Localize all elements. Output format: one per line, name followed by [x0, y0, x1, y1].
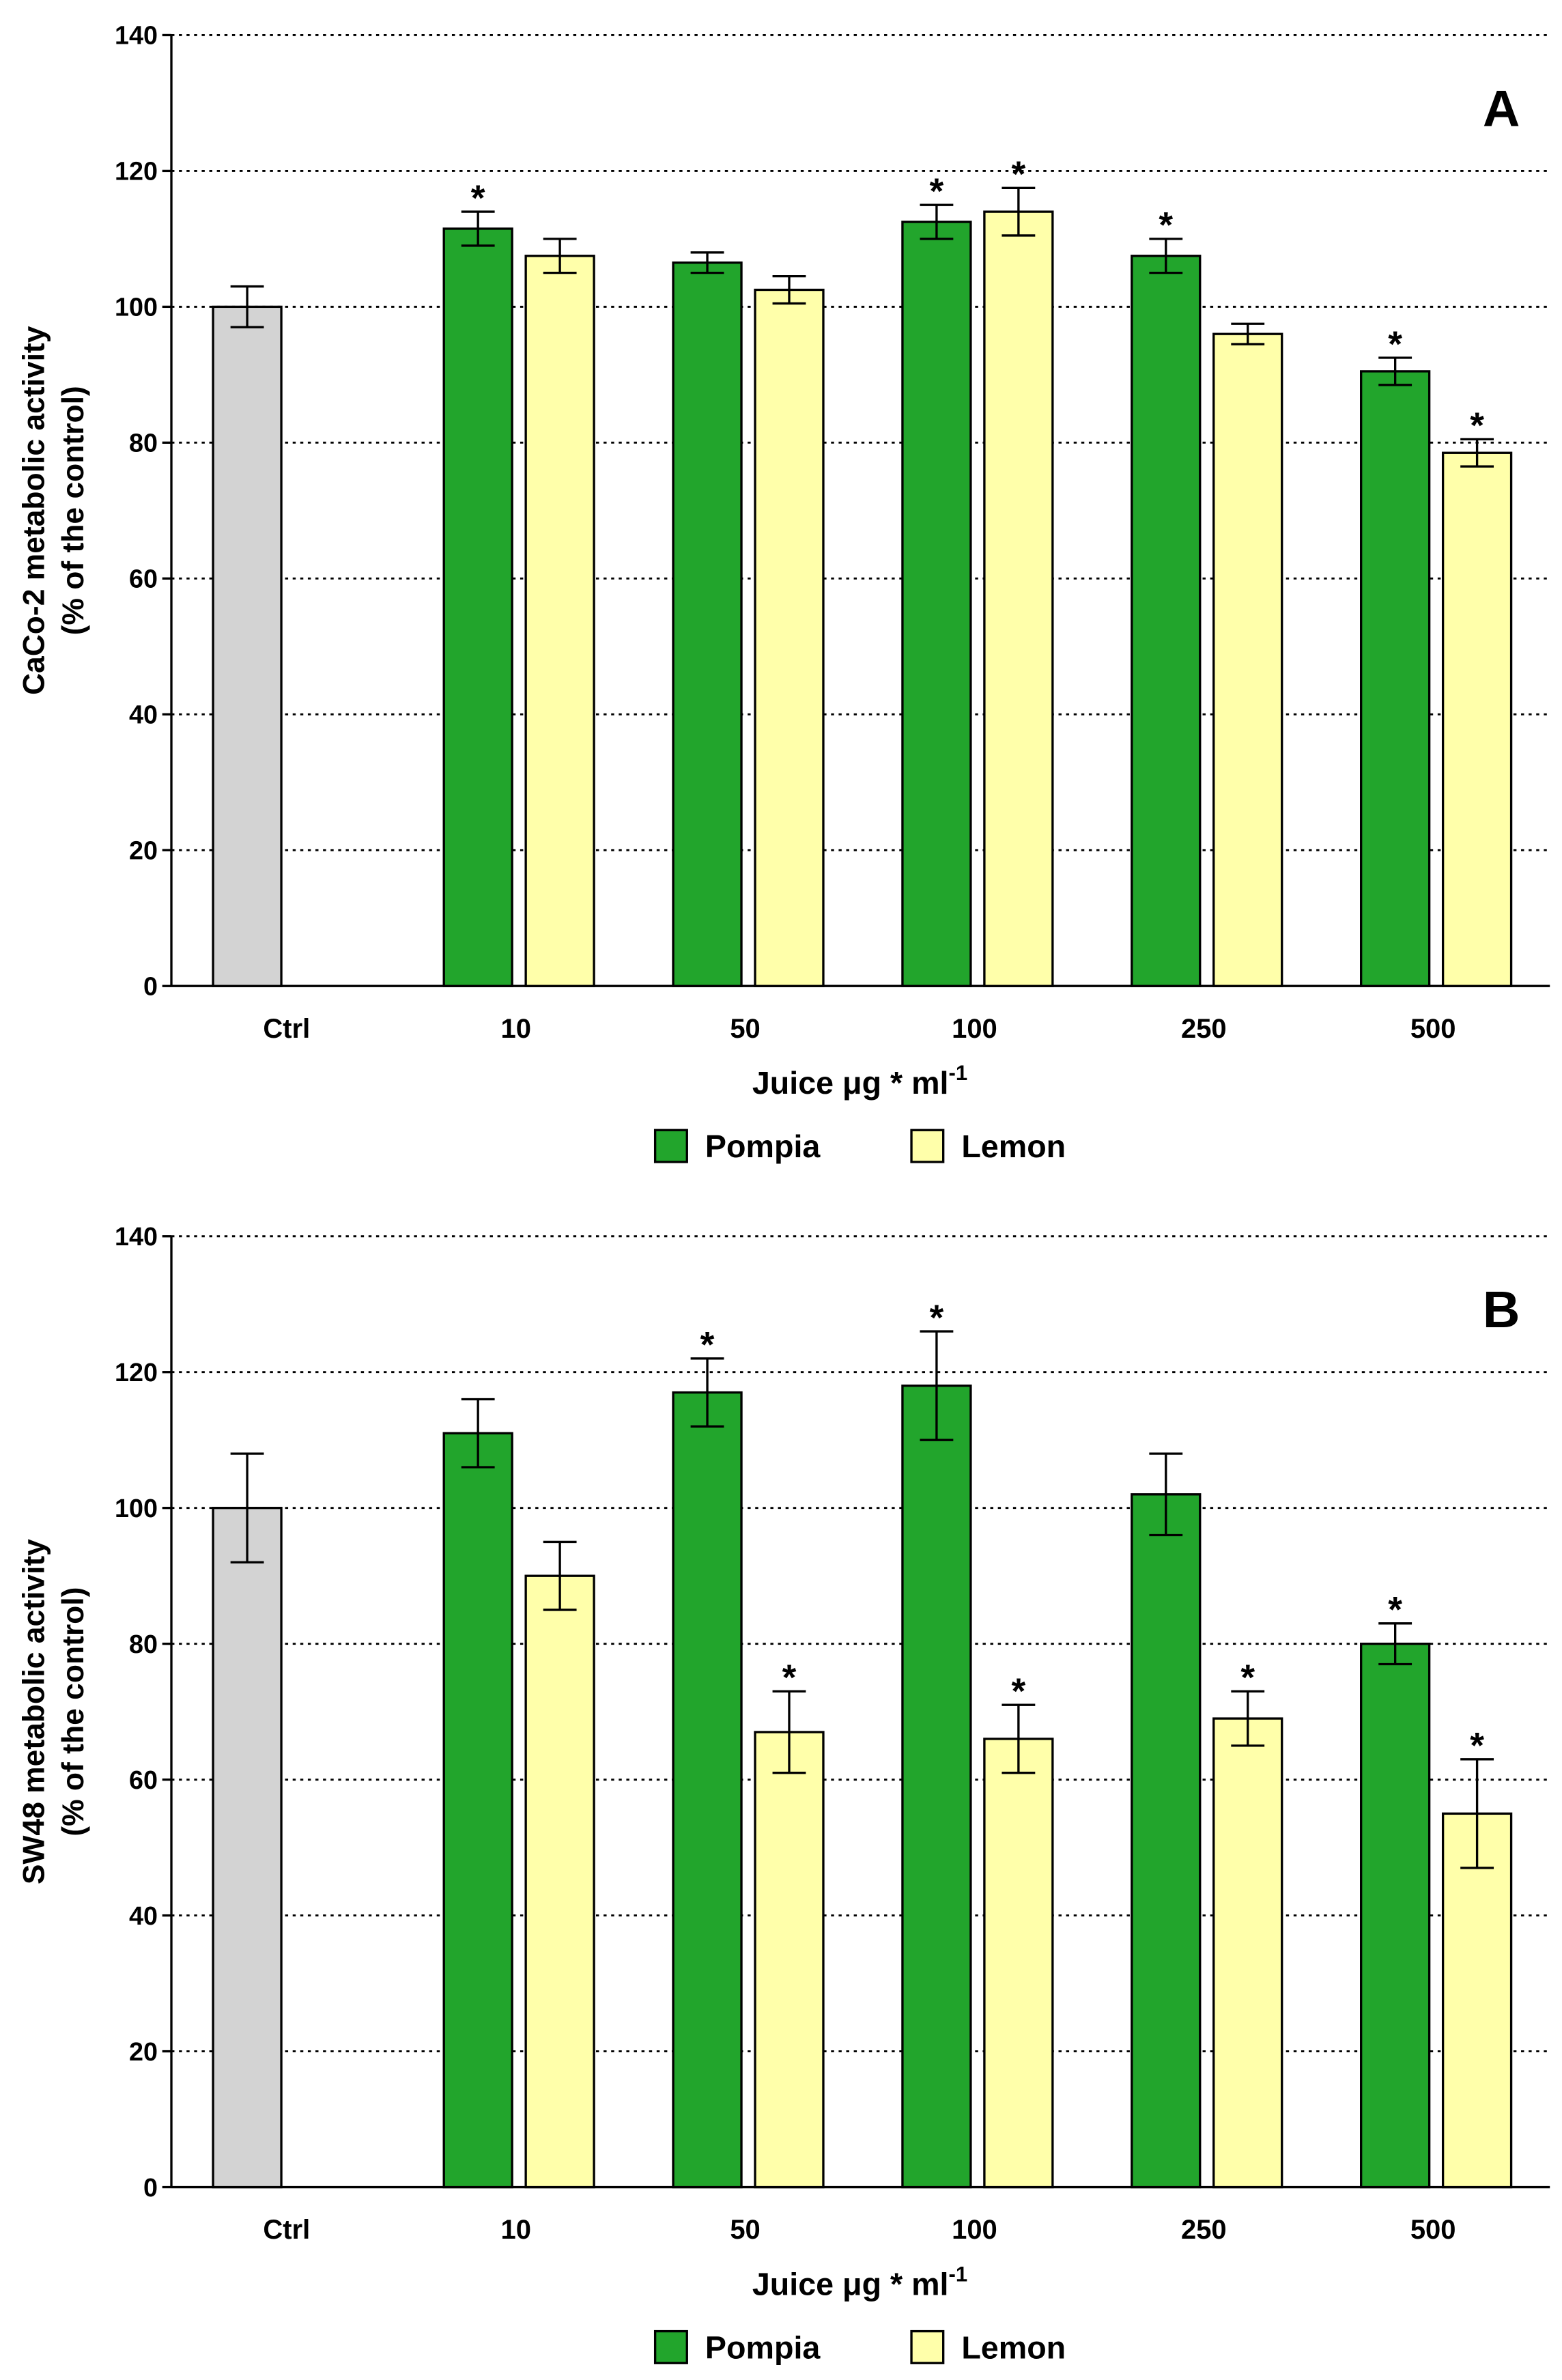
y-tick-label: 80 [129, 429, 158, 458]
pompia-bar [1131, 255, 1202, 987]
x-tick-label: 100 [952, 1014, 997, 1044]
legend-label-lemon: Lemon [961, 2330, 1066, 2366]
x-tick-label: Ctrl [263, 2215, 310, 2245]
x-tick-label: 50 [730, 2215, 760, 2245]
chart-panel-b: 0 20 40 60 80 100 120 140 Ctrl 10 50 100 250 500 * * * * *… [17, 1223, 1550, 2366]
y-tick-label: 40 [129, 1902, 158, 1931]
pompia-bar [1360, 370, 1431, 987]
chart-panel-a: 0 20 40 60 80 100 120 140 Ctrl 10 50 100 250 500 * * * * *… [17, 22, 1550, 1164]
x-tick-label: 500 [1410, 2215, 1456, 2245]
pompia-bar [1360, 1642, 1431, 2189]
significance-marker: * [930, 171, 944, 212]
legend: Pompia Lemon [653, 1129, 1066, 1164]
lemon-bar [754, 288, 825, 987]
legend: Pompia Lemon [653, 2329, 1066, 2366]
lemon-bar [524, 1574, 595, 2189]
pompia-bar [901, 221, 972, 987]
y-tick-label: 40 [129, 701, 158, 730]
pompia-bar [1131, 1493, 1202, 2189]
y-axis-label: CaCo-2 metabolic activity [17, 326, 51, 695]
legend-label-pompia: Pompia [705, 1129, 821, 1164]
y-axis-label: SW48 metabolic activity [17, 1539, 51, 1884]
y-axis-label-sub: (% of the control) [57, 1587, 90, 1837]
y-tick-label: 0 [143, 2174, 158, 2202]
pompia-bar [672, 261, 743, 987]
legend-swatch-lemon [910, 1129, 945, 1163]
significance-marker: * [1470, 406, 1484, 446]
x-axis-label: Juice μg * ml-1 [752, 2262, 967, 2301]
y-tick-label: 20 [129, 837, 158, 866]
panel-label: A [1483, 81, 1520, 138]
legend-swatch-pompia [653, 1129, 688, 1163]
ctrl-bar [212, 1507, 283, 2189]
lemon-bar [1441, 451, 1513, 987]
legend-label-lemon: Lemon [961, 1129, 1066, 1164]
significance-marker: * [1011, 1671, 1025, 1712]
y-tick-label: 20 [129, 2038, 158, 2067]
lemon-bar [524, 255, 595, 987]
x-tick-label: 10 [500, 1014, 530, 1044]
significance-marker: * [1240, 1658, 1255, 1698]
lemon-bar [1212, 332, 1283, 987]
lemon-bar [983, 1738, 1054, 2189]
y-tick-label: 140 [115, 22, 158, 51]
significance-marker: * [1011, 154, 1025, 195]
significance-marker: * [700, 1325, 715, 1365]
y-tick-label: 100 [115, 294, 158, 322]
pompia-bar [672, 1391, 743, 2189]
legend-label-pompia: Pompia [705, 2330, 821, 2366]
lemon-bar [983, 210, 1054, 987]
y-tick-label: 80 [129, 1630, 158, 1659]
pompia-bar [442, 227, 513, 987]
x-tick-label: Ctrl [263, 1014, 310, 1044]
significance-marker: * [1388, 1590, 1402, 1630]
pompia-bar [442, 1432, 513, 2189]
x-tick-label: 10 [500, 2215, 530, 2245]
x-axis-label-superscript: -1 [949, 1061, 968, 1085]
lemon-bar [754, 1731, 825, 2189]
y-tick-label: 120 [115, 1359, 158, 1387]
y-tick-label: 0 [143, 973, 158, 1002]
y-tick-label: 140 [115, 1223, 158, 1251]
lemon-bar [1441, 1812, 1513, 2189]
significance-marker: * [782, 1658, 797, 1698]
significance-marker: * [1388, 324, 1402, 365]
panel-label: B [1483, 1281, 1520, 1339]
lemon-bar [1212, 1717, 1283, 2189]
legend-swatch-pompia [653, 2329, 688, 2364]
significance-marker: * [930, 1298, 944, 1338]
y-tick-label: 60 [129, 565, 158, 594]
significance-marker: * [1470, 1726, 1484, 1766]
y-tick-label: 120 [115, 158, 158, 186]
x-axis-label-text: Juice μg * ml [752, 1065, 949, 1101]
x-tick-label: 50 [730, 1014, 760, 1044]
x-axis-label-text: Juice μg * ml [752, 2266, 949, 2301]
x-tick-label: 250 [1181, 1014, 1227, 1044]
x-tick-label: 250 [1181, 2215, 1227, 2245]
significance-marker: * [471, 178, 485, 218]
significance-marker: * [1159, 206, 1173, 246]
pompia-bar [901, 1384, 972, 2189]
y-axis-label-sub: (% of the control) [57, 386, 90, 635]
y-tick-label: 60 [129, 1766, 158, 1795]
x-tick-label: 100 [952, 2215, 997, 2245]
y-tick-label: 100 [115, 1494, 158, 1523]
ctrl-bar [212, 305, 283, 987]
legend-swatch-lemon [910, 2329, 945, 2364]
x-axis-label-superscript: -1 [949, 2262, 968, 2286]
x-axis-label: Juice μg * ml-1 [752, 1061, 967, 1101]
x-tick-label: 500 [1410, 1014, 1456, 1044]
